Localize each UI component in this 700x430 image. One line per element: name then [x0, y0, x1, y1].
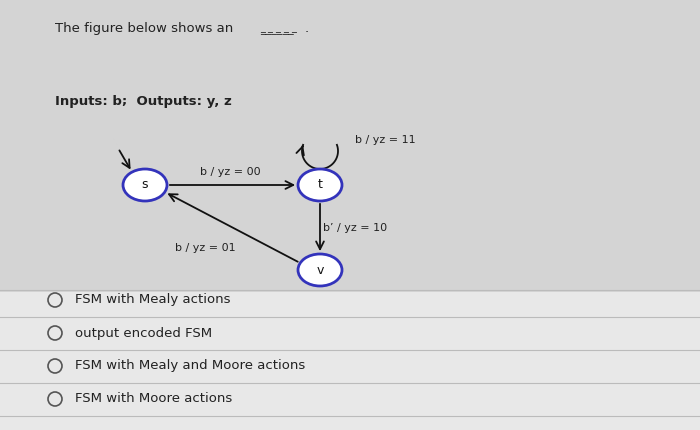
Text: b’ / yz = 10: b’ / yz = 10	[323, 223, 387, 233]
Text: b / yz = 01: b / yz = 01	[175, 243, 235, 253]
Text: The figure below shows an: The figure below shows an	[55, 22, 233, 35]
Ellipse shape	[298, 254, 342, 286]
Text: _ _ _ _ _: _ _ _ _ _	[260, 22, 297, 32]
Text: output encoded FSM: output encoded FSM	[75, 326, 212, 340]
Text: ______: ______	[260, 25, 294, 35]
Text: FSM with Mealy actions: FSM with Mealy actions	[75, 294, 230, 307]
Bar	[0, 292, 700, 430]
Text: s: s	[141, 178, 148, 191]
Text: b / yz = 00: b / yz = 00	[199, 167, 260, 177]
Text: FSM with Moore actions: FSM with Moore actions	[75, 393, 232, 405]
Text: FSM with Mealy and Moore actions: FSM with Mealy and Moore actions	[75, 359, 305, 372]
Text: Inputs: b;  Outputs: y, z: Inputs: b; Outputs: y, z	[55, 95, 232, 108]
Text: v: v	[316, 264, 323, 276]
Ellipse shape	[123, 169, 167, 201]
Text: .: .	[305, 22, 309, 35]
Text: t: t	[318, 178, 323, 191]
Ellipse shape	[298, 169, 342, 201]
Text: b / yz = 11: b / yz = 11	[355, 135, 416, 145]
